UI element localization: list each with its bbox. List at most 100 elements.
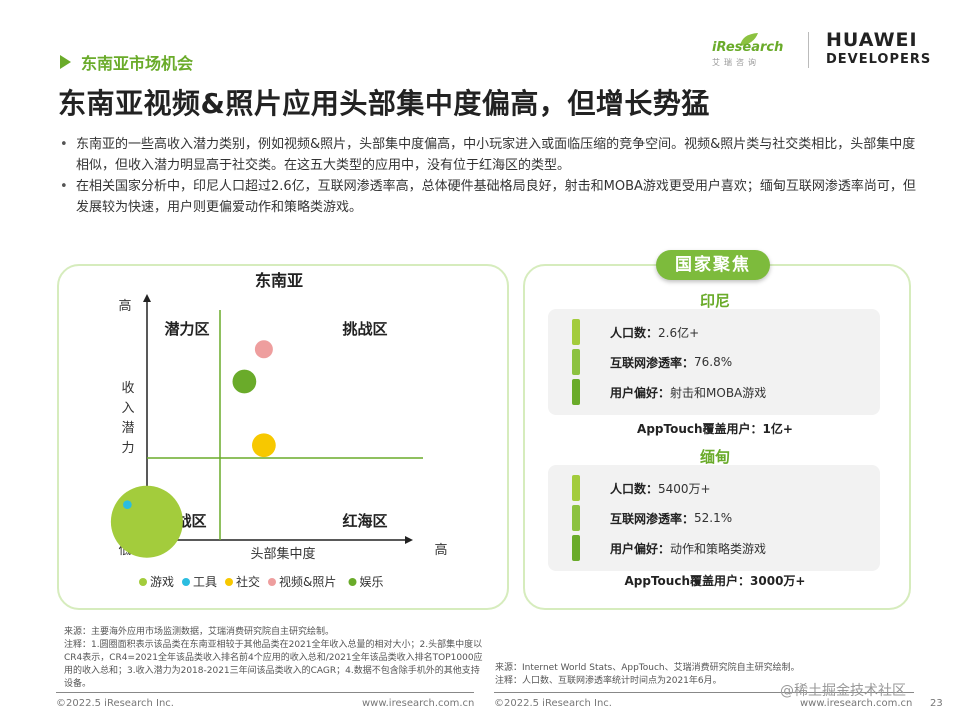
coverage-label: AppTouch覆盖用户： — [624, 574, 751, 588]
footer-copyright-left: ©2022.5 iResearch Inc. — [56, 698, 174, 709]
coverage-label: AppTouch覆盖用户： — [637, 422, 763, 436]
note-line: 注释：人口数、互联网渗透率统计时间点为2021年6月。 — [495, 676, 722, 686]
stat-label: 用户偏好： — [610, 541, 671, 556]
bullet-item: 东南亚的一些高收入潜力类别，例如视频&照片，头部集中度偏高，中小玩家进入或面临压… — [58, 134, 928, 176]
stat-value: 射击和MOBA游戏 — [670, 385, 767, 400]
source-line: 来源：主要海外应用市场监测数据，艾瑞消费研究院自主研究绘制。 — [64, 627, 335, 637]
stat-label: 互联网渗透率： — [610, 511, 695, 526]
quadrant-chart: 东南亚 高 低 高 头部集中度 收入潜力 潜力区 挑战区 鏖战区 红海区 游戏工… — [110, 271, 448, 589]
stat-value: 2.6亿+ — [658, 325, 700, 340]
iresearch-logo: iResearch 艾瑞咨询 — [712, 32, 792, 72]
stat-bar — [572, 505, 580, 531]
footer-divider-left — [56, 692, 474, 693]
stat-value: 76.8% — [694, 355, 733, 369]
legend-label: 游戏 — [150, 575, 174, 589]
source-notes-right: 来源：Internet World Stats、AppTouch、艾瑞消费研究院… — [495, 662, 895, 688]
y-high-label: 高 — [118, 298, 131, 314]
x-axis-label: 头部集中度 — [250, 546, 315, 562]
y-axis-label-char: 收 — [121, 381, 134, 396]
legend-label: 工具 — [193, 575, 217, 589]
country-focus-tag: 国家聚焦 — [656, 250, 770, 280]
stat-value: 5400万+ — [658, 481, 711, 496]
play-triangle-icon — [60, 55, 71, 69]
y-axis-label: 收入潜力 — [121, 381, 134, 456]
x-axis-arrow-icon — [405, 536, 413, 544]
stat-label: 人口数： — [610, 325, 659, 340]
stat-row: 用户偏好： 动作和策略类游戏 — [572, 535, 766, 561]
stat-label: 用户偏好： — [610, 385, 671, 400]
data-point — [254, 340, 273, 359]
iresearch-name: iResearch — [712, 40, 784, 55]
legend-label: 社交 — [236, 574, 260, 589]
footer-divider-right — [494, 692, 914, 693]
legend-dot-icon — [348, 578, 357, 586]
legend-dot-icon — [268, 578, 276, 586]
chart-title: 东南亚 — [255, 271, 303, 290]
data-points — [110, 340, 276, 558]
data-point — [110, 485, 183, 558]
legend-item: 视频&照片 — [268, 574, 336, 589]
huawei-line2: DEVELOPERS — [826, 52, 932, 67]
bullet-item: 在相关国家分析中，印尼人口超过2.6亿，互联网渗透率高，总体硬件基础格局良好，射… — [58, 176, 928, 218]
stat-bar — [572, 475, 580, 501]
y-axis-label-char: 入 — [121, 401, 134, 416]
legend-dot-icon — [139, 578, 147, 586]
stat-value: 52.1% — [694, 511, 733, 525]
country-name-indonesia: 印尼 — [699, 292, 730, 310]
leaf-icon — [740, 33, 758, 46]
coverage-value: 3000万+ — [750, 574, 806, 588]
country-stats-box-indonesia: 人口数： 2.6亿+ 互联网渗透率： 76.8% 用户偏好： 射击和MOBA游戏 — [548, 309, 880, 415]
legend-label: 视频&照片 — [279, 574, 336, 589]
apptouch-coverage-myanmar: AppTouch覆盖用户：3000万+ — [523, 572, 907, 589]
stat-row: 互联网渗透率： 76.8% — [572, 349, 732, 375]
section-tag-label: 东南亚市场机会 — [81, 54, 194, 73]
legend-dot-icon — [182, 578, 190, 586]
apptouch-coverage-indonesia: AppTouch覆盖用户：1亿+ — [523, 420, 907, 437]
stat-row: 人口数： 5400万+ — [572, 475, 711, 501]
stat-bar — [572, 379, 580, 405]
quadrant-label-top-left: 潜力区 — [164, 320, 209, 338]
data-point — [123, 500, 132, 510]
footer-url-right: www.iresearch.com.cn — [800, 698, 913, 709]
page-number: 23 — [930, 698, 943, 709]
quadrant-label-bottom-right: 红海区 — [342, 512, 387, 530]
country-name-myanmar: 缅甸 — [699, 448, 730, 466]
chart-panel — [57, 264, 509, 610]
x-high-label: 高 — [434, 542, 447, 558]
legend-item: 工具 — [182, 575, 217, 589]
source-line: 来源：Internet World Stats、AppTouch、艾瑞消费研究院… — [495, 663, 800, 673]
stat-row: 互联网渗透率： 52.1% — [572, 505, 732, 531]
quadrant-label-top-right: 挑战区 — [342, 320, 387, 338]
stat-bar — [572, 349, 580, 375]
stat-row: 用户偏好： 射击和MOBA游戏 — [572, 379, 766, 405]
source-notes-left: 来源：主要海外应用市场监测数据，艾瑞消费研究院自主研究绘制。 注释：1.圆圈面积… — [64, 626, 484, 691]
stat-label: 互联网渗透率： — [610, 355, 695, 370]
stat-bar — [572, 535, 580, 561]
note-line: 注释：1.圆圈面积表示该品类在东南亚相较于其他品类在2021全年收入总量的相对大… — [64, 640, 483, 689]
chart-legend: 游戏 工具 社交 视频&照片 娱乐 — [139, 574, 384, 589]
data-point — [232, 369, 257, 394]
y-axis-label-char: 潜 — [121, 421, 134, 436]
legend-item: 游戏 — [139, 575, 174, 589]
huawei-logo: HUAWEI DEVELOPERS — [826, 30, 931, 70]
legend-item: 社交 — [225, 574, 260, 589]
y-axis-label-char: 力 — [121, 441, 134, 456]
page-title: 东南亚视频&照片应用头部集中度偏高，但增长势猛 — [58, 87, 710, 120]
country-stats-box-myanmar: 人口数： 5400万+ 互联网渗透率： 52.1% 用户偏好： 动作和策略类游戏 — [548, 465, 880, 571]
stat-bar — [572, 319, 580, 345]
data-point — [251, 433, 276, 458]
footer-copyright-right: ©2022.5 iResearch Inc. — [494, 698, 612, 709]
huawei-line1: HUAWEI — [826, 29, 918, 51]
y-axis-arrow-icon — [143, 294, 151, 302]
legend-dot-icon — [225, 578, 233, 586]
iresearch-sub: 艾瑞咨询 — [712, 58, 760, 67]
stat-value: 动作和策略类游戏 — [670, 541, 767, 556]
stat-label: 人口数： — [610, 481, 659, 496]
footer-url-left: www.iresearch.com.cn — [362, 698, 475, 709]
section-tag: 东南亚市场机会 — [60, 50, 193, 74]
legend-item: 娱乐 — [348, 575, 384, 589]
coverage-value: 1亿+ — [762, 422, 793, 436]
logo-divider — [808, 32, 809, 68]
stat-row: 人口数： 2.6亿+ — [572, 319, 699, 345]
legend-label: 娱乐 — [360, 575, 384, 589]
